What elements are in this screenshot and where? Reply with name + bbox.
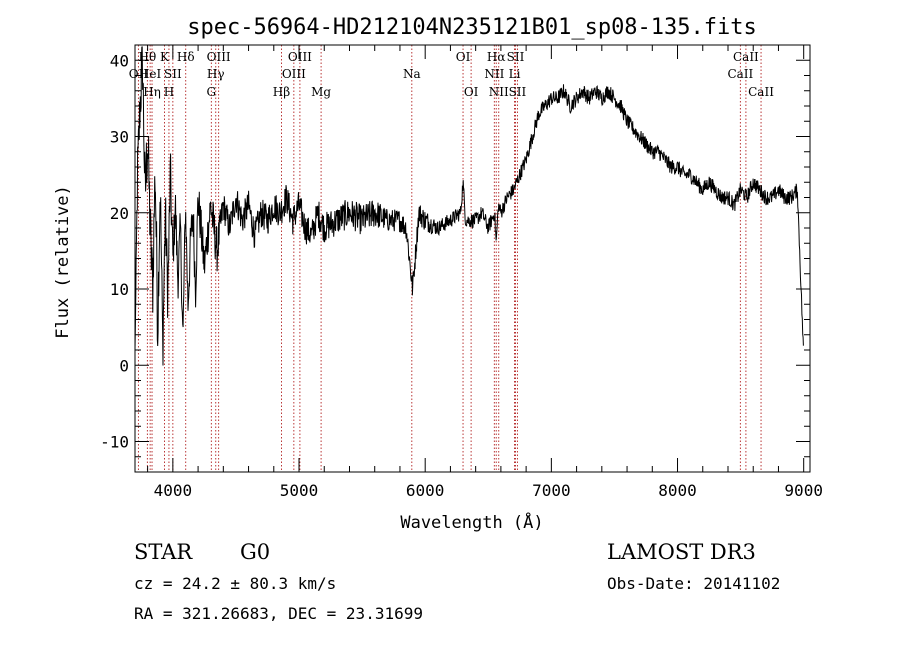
- line-label: OII: [129, 67, 149, 81]
- line-label: NII: [489, 85, 509, 99]
- object-class: STAR: [134, 540, 193, 564]
- redshift-velocity: cz = 24.2 ± 80.3 km/s: [134, 574, 337, 593]
- line-label: G: [207, 85, 217, 99]
- line-label: CaII: [733, 50, 759, 64]
- y-tick-label: 0: [119, 356, 129, 375]
- x-tick-label: 8000: [658, 481, 697, 500]
- line-label: H: [164, 85, 174, 99]
- line-label: SII: [509, 85, 527, 99]
- line-label: OIII: [288, 50, 312, 64]
- spectral-subclass: G0: [240, 540, 271, 564]
- line-label: OIII: [282, 67, 306, 81]
- y-tick-label: 20: [110, 204, 129, 223]
- y-tick-label: 10: [110, 280, 129, 299]
- line-label: Hβ: [273, 85, 290, 99]
- chart-title: spec-56964-HD212104N235121B01_sp08-135.f…: [187, 15, 757, 40]
- x-tick-label: 9000: [784, 481, 823, 500]
- coordinates: RA = 321.26683, DEC = 23.31699: [134, 604, 423, 623]
- line-label: CaII: [727, 67, 753, 81]
- y-tick-label: 40: [110, 51, 129, 70]
- y-tick-label: 30: [110, 128, 129, 147]
- line-label: OI: [464, 85, 479, 99]
- line-label: OI: [456, 50, 471, 64]
- observation-date: Obs-Date: 20141102: [607, 574, 781, 593]
- plot-frame: [134, 44, 811, 473]
- line-label: SII: [507, 50, 525, 64]
- x-tick-label: 6000: [406, 481, 445, 500]
- line-label: SII: [164, 67, 182, 81]
- line-label: HeI: [139, 67, 162, 81]
- line-label: Hδ: [177, 50, 195, 64]
- x-axis: 4000 5000 6000 7000 8000 9000: [147, 45, 823, 500]
- line-label: K: [160, 50, 170, 64]
- line-label: NII: [484, 67, 504, 81]
- x-tick-label: 4000: [154, 481, 193, 500]
- y-tick-label: -10: [100, 433, 129, 452]
- y-axis: -10 0 10 20 30 40: [100, 44, 810, 458]
- x-axis-label: Wavelength (Å): [400, 511, 543, 533]
- y-axis-label: Flux (relative): [53, 185, 73, 339]
- line-label: Hγ: [207, 67, 225, 81]
- line-label: Li: [509, 67, 521, 81]
- line-label: OIII: [207, 50, 231, 64]
- x-tick-label: 7000: [532, 481, 571, 500]
- line-label: Na: [403, 67, 421, 81]
- line-label: CaII: [748, 85, 774, 99]
- line-label: Mg: [311, 85, 331, 99]
- survey-name: LAMOST DR3: [607, 540, 756, 564]
- line-label: Hθ: [139, 50, 157, 64]
- flux-series-line: [134, 46, 804, 366]
- line-markers: [137, 45, 762, 472]
- x-tick-label: 5000: [280, 481, 319, 500]
- line-label: Hη: [143, 85, 161, 99]
- line-label: Hα: [487, 50, 506, 64]
